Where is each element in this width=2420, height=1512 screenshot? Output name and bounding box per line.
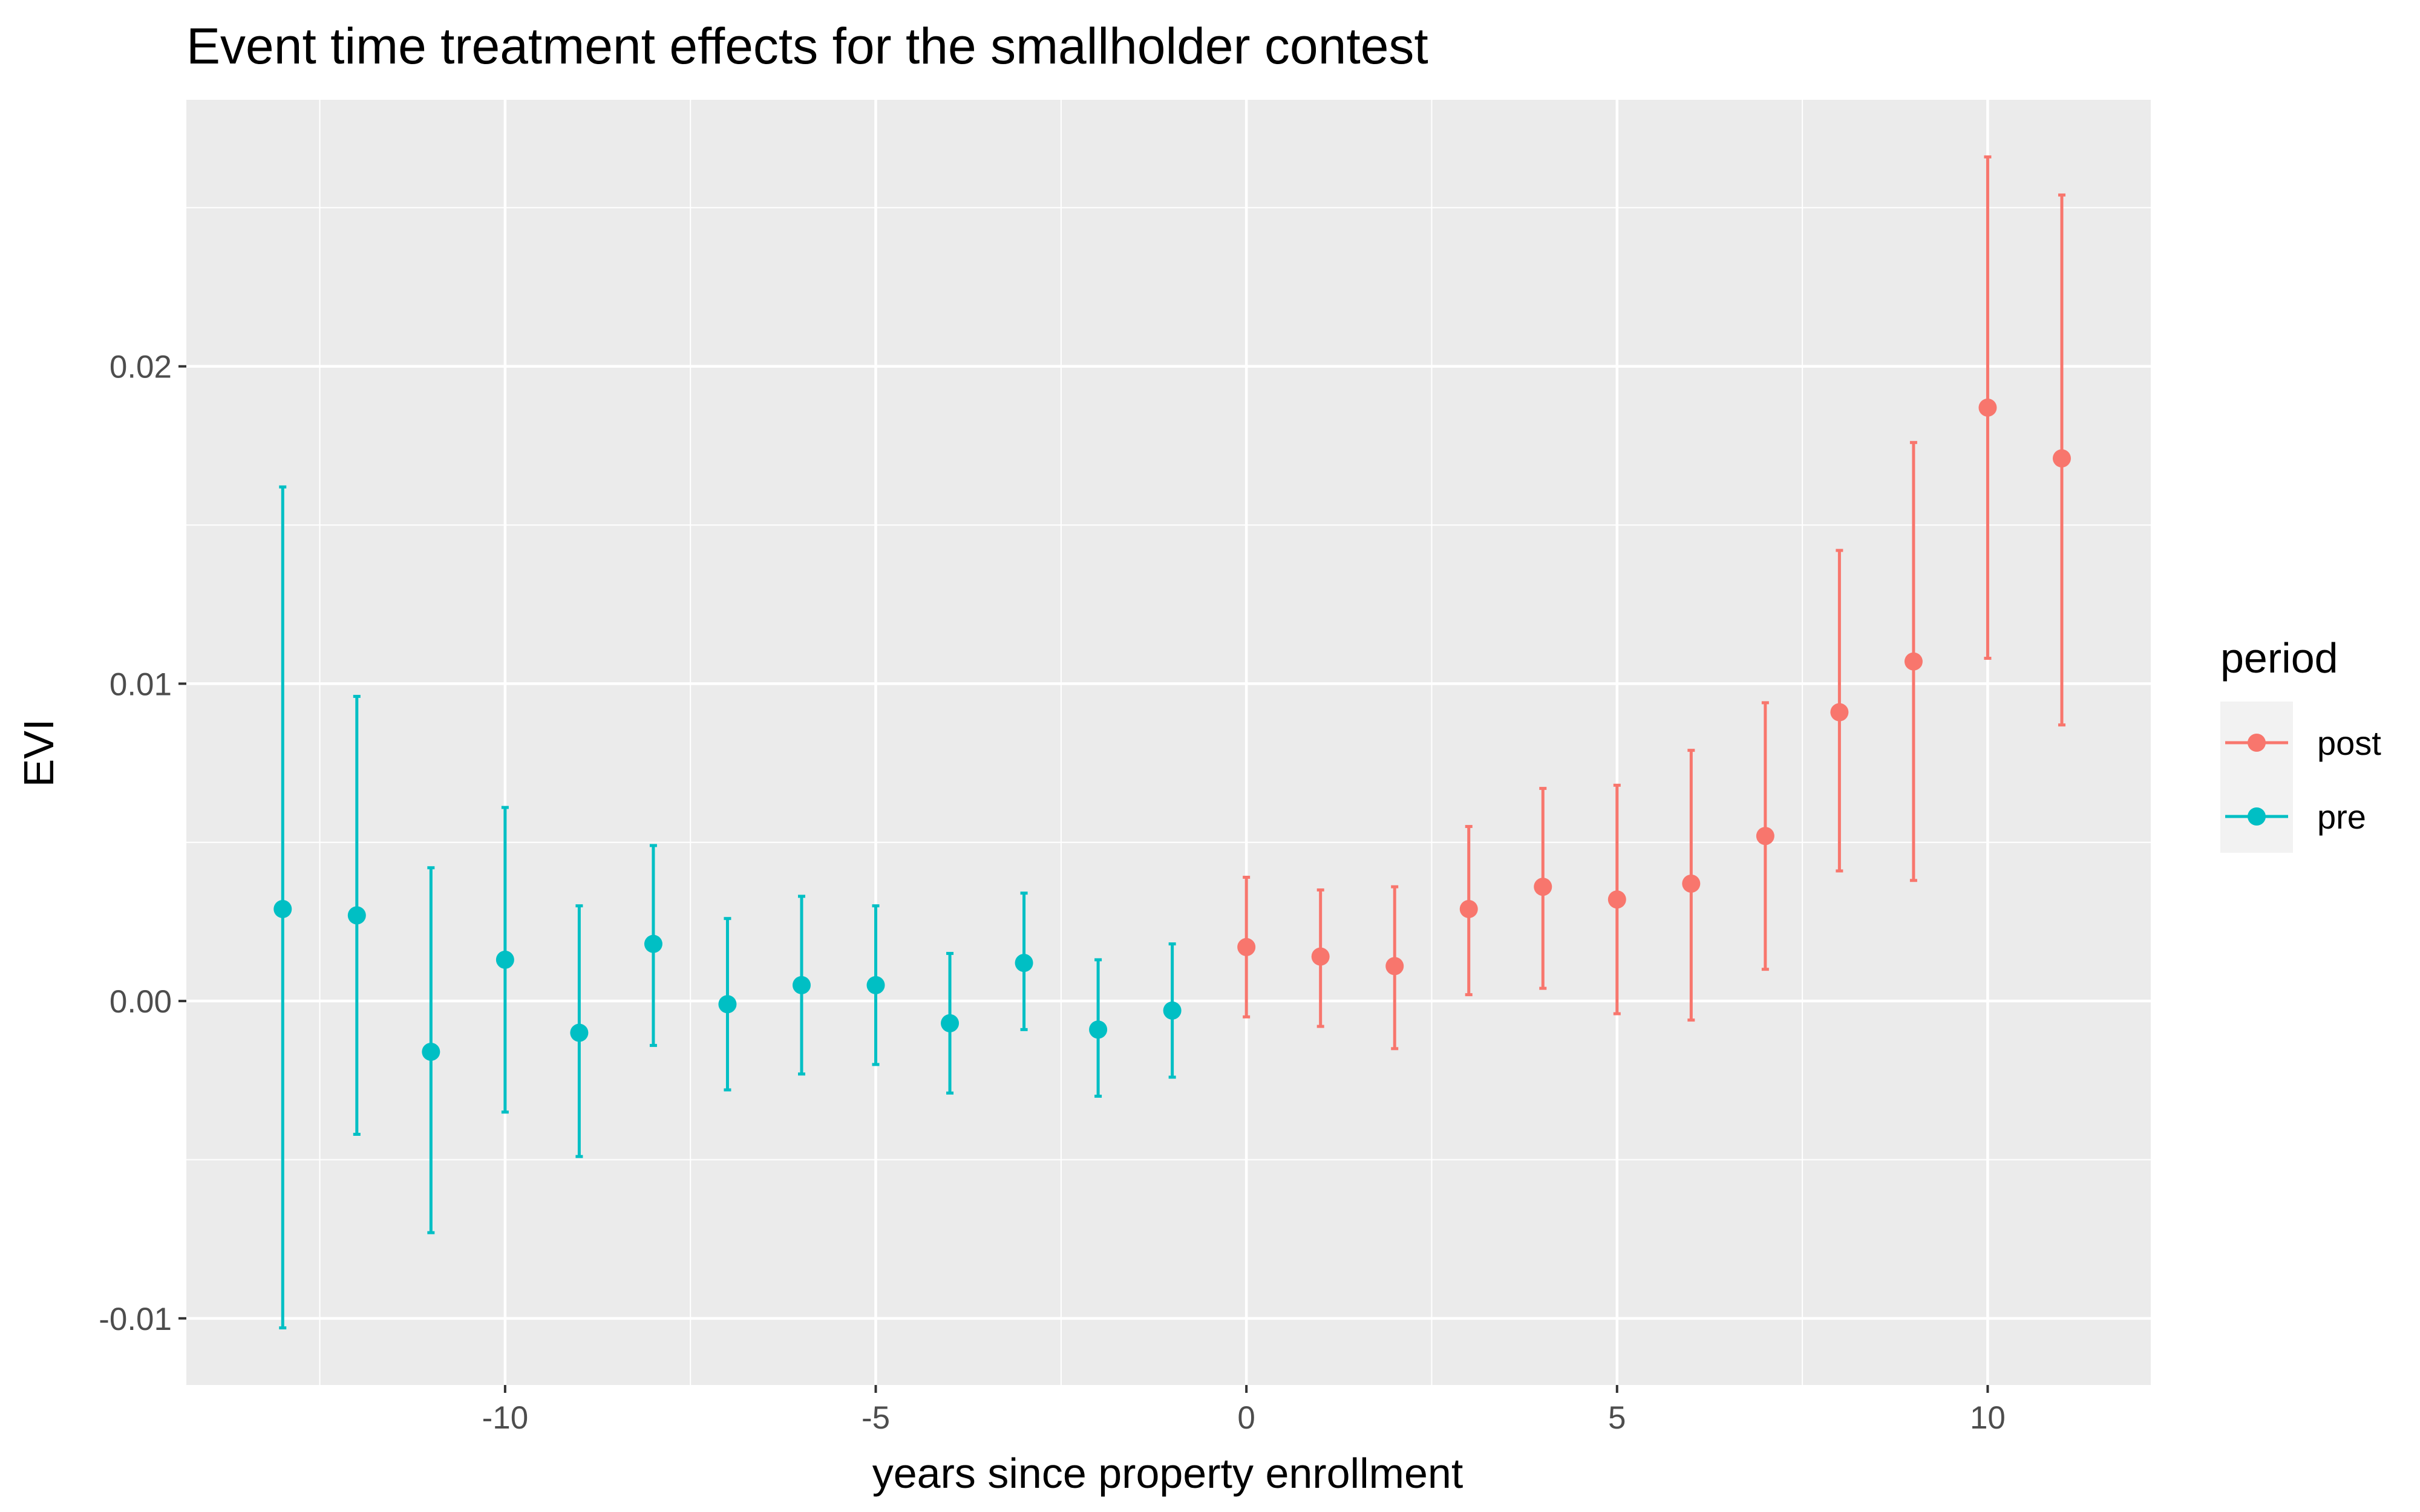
point-pre bbox=[495, 950, 514, 969]
grid-minor bbox=[186, 100, 2151, 1385]
point-post bbox=[1385, 957, 1404, 976]
point-post bbox=[1459, 899, 1478, 918]
chart-title: Event time treatment effects for the sma… bbox=[186, 18, 1428, 74]
point-post bbox=[1237, 937, 1256, 956]
point-pre bbox=[792, 976, 811, 994]
y-tick-label: -0.01 bbox=[99, 1302, 172, 1337]
point-pre bbox=[570, 1023, 589, 1042]
legend-key-background bbox=[2220, 702, 2293, 853]
point-pre bbox=[1015, 954, 1033, 973]
legend-label-post: post bbox=[2317, 724, 2381, 762]
x-axis-title: years since property enrollment bbox=[872, 1450, 1463, 1497]
x-tick-label: -10 bbox=[482, 1400, 529, 1436]
point-pre bbox=[718, 995, 737, 1014]
point-pre bbox=[866, 976, 885, 994]
legend-key-point bbox=[2248, 807, 2266, 826]
point-post bbox=[1607, 890, 1626, 909]
point-post bbox=[2052, 449, 2071, 468]
legend-title: period bbox=[2220, 634, 2338, 682]
point-pre bbox=[644, 934, 662, 953]
legend-key-point bbox=[2248, 734, 2266, 752]
y-tick-label: 0.00 bbox=[110, 984, 172, 1020]
point-pre bbox=[347, 906, 366, 925]
point-post bbox=[1534, 878, 1552, 896]
point-post bbox=[1904, 652, 1923, 671]
y-tick-label: 0.02 bbox=[110, 350, 172, 385]
grid-major bbox=[186, 100, 2151, 1385]
x-tick-label: 10 bbox=[1970, 1400, 2006, 1436]
point-post bbox=[1682, 874, 1701, 893]
point-pre bbox=[273, 899, 292, 918]
y-axis-title: EVI bbox=[15, 719, 62, 787]
series-layer bbox=[273, 155, 2071, 1330]
x-tick-label: -5 bbox=[862, 1400, 890, 1436]
point-post bbox=[1978, 398, 1997, 417]
plot-panel bbox=[186, 100, 2151, 1385]
legend-key-pre bbox=[2225, 807, 2288, 826]
point-pre bbox=[1163, 1001, 1182, 1020]
series-post bbox=[1237, 155, 2071, 1051]
point-post bbox=[1830, 703, 1849, 722]
x-tick-label: 0 bbox=[1237, 1400, 1255, 1436]
point-pre bbox=[422, 1043, 440, 1061]
axis-ticks: -10 -5 0 5 10 -0.01 0.00 0.01 0.02 bbox=[99, 350, 2006, 1436]
point-pre bbox=[1089, 1020, 1108, 1039]
point-post bbox=[1311, 947, 1330, 966]
point-pre bbox=[941, 1014, 960, 1032]
point-post bbox=[1756, 827, 1774, 846]
x-tick-label: 5 bbox=[1608, 1400, 1626, 1436]
y-tick-label: 0.01 bbox=[110, 666, 172, 702]
legend: period post pre bbox=[2220, 634, 2381, 853]
legend-key-post bbox=[2225, 734, 2288, 752]
series-pre bbox=[273, 485, 1182, 1330]
legend-label-pre: pre bbox=[2317, 798, 2366, 836]
